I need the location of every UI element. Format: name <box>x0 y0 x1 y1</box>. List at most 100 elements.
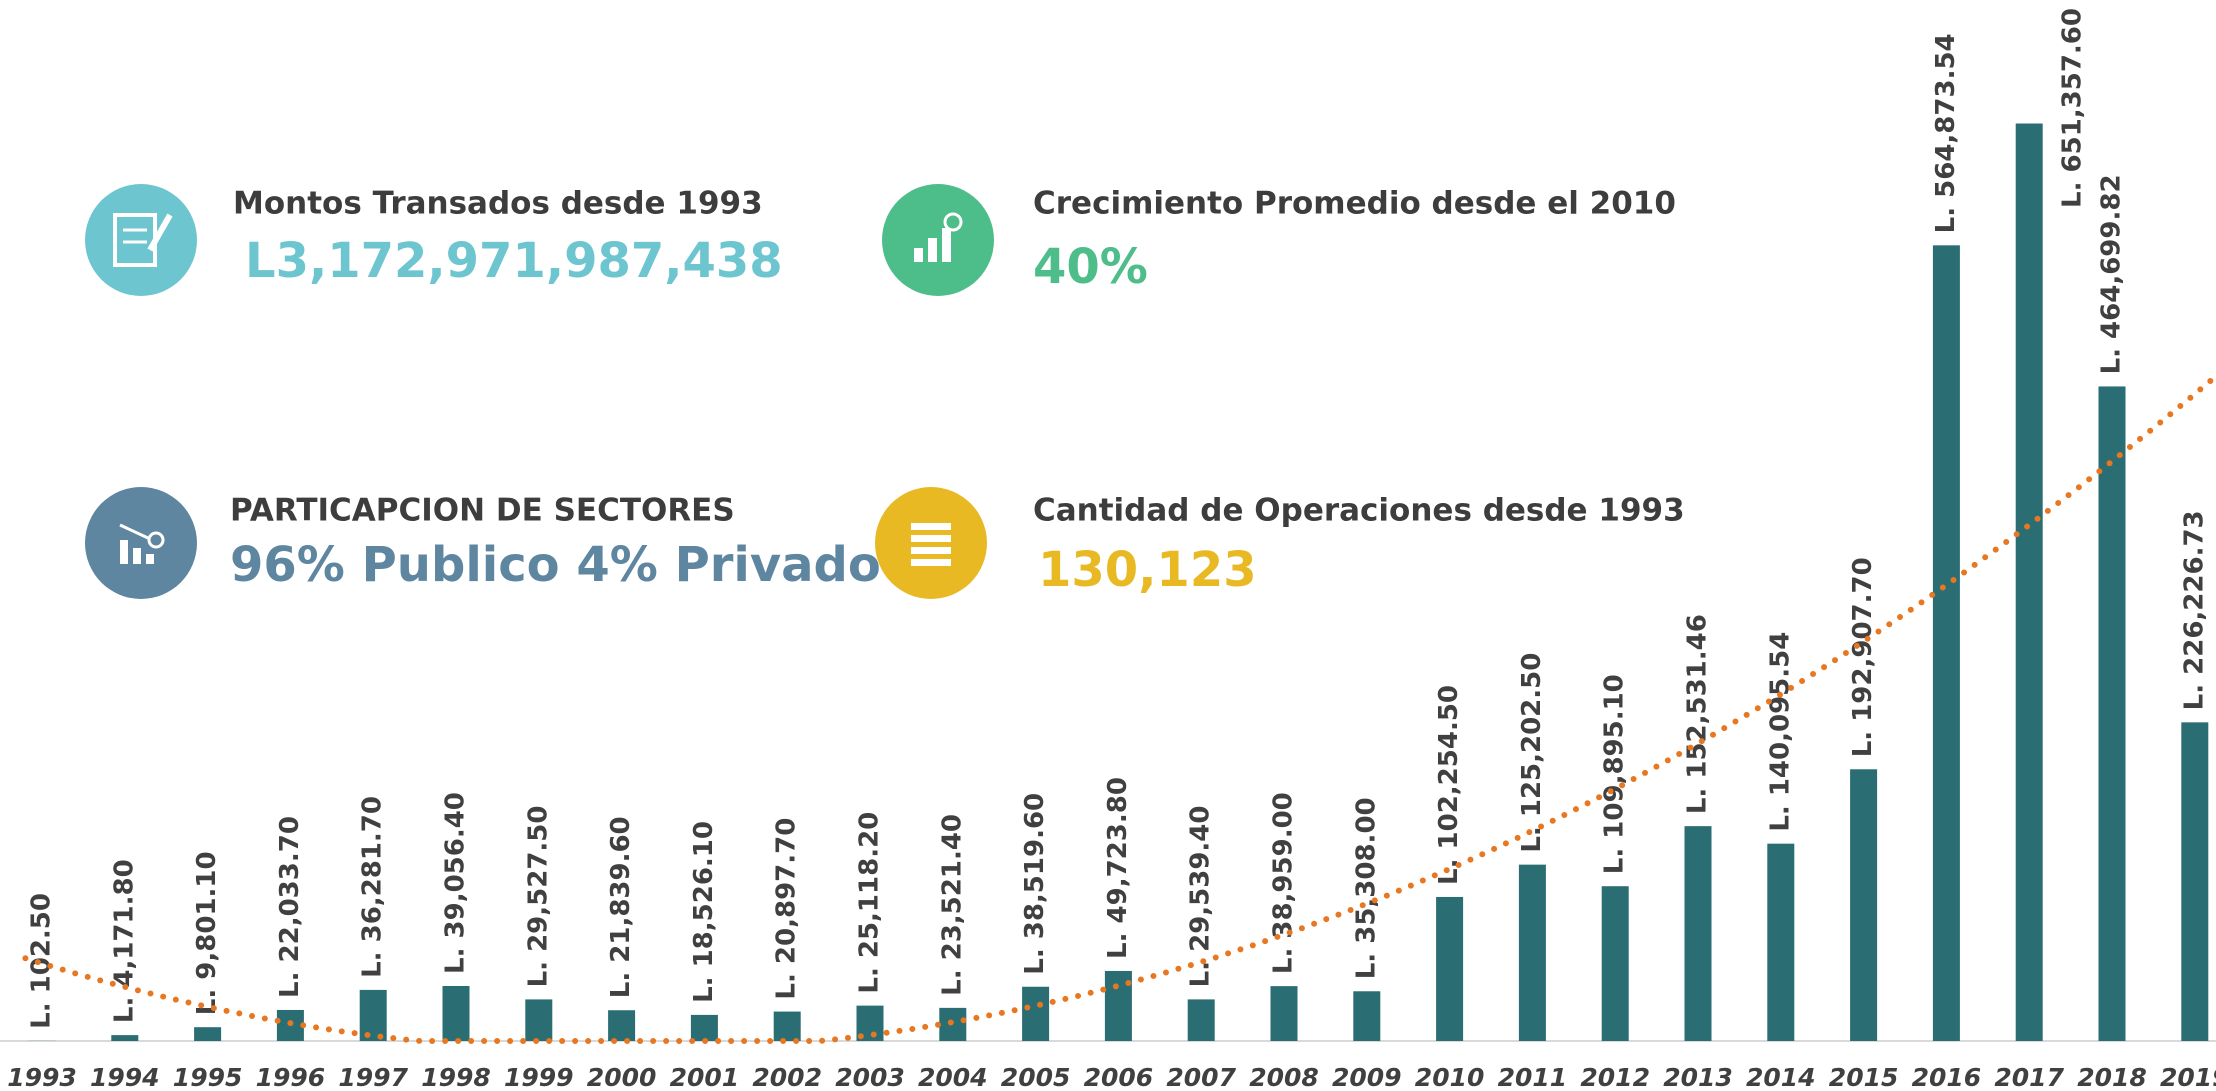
bar <box>359 989 387 1041</box>
value-label: L. 192,907.70 <box>1848 557 1878 757</box>
value-label: L. 25,118.20 <box>855 812 885 994</box>
icon-glyph <box>914 248 923 262</box>
icon-glyph <box>146 554 154 564</box>
bar <box>1022 986 1050 1041</box>
value-label: L. 49,723.80 <box>1103 777 1133 959</box>
bar <box>1187 999 1215 1041</box>
value-label: L. 152,531.46 <box>1683 614 1713 814</box>
x-tick-label: 2009 <box>1332 1063 1402 1091</box>
icon-glyph <box>133 548 141 564</box>
bar <box>1684 826 1712 1041</box>
x-tick-label: 2010 <box>1415 1063 1485 1091</box>
value-label: L. 22,033.70 <box>275 816 305 998</box>
icon-glyph <box>120 540 128 564</box>
x-tick-label: 2019 <box>2160 1063 2216 1091</box>
x-tick-label: 2003 <box>835 1063 905 1091</box>
card-value: 130,123 <box>1038 542 1257 598</box>
x-tick-label: 2000 <box>587 1063 657 1091</box>
card-title: Montos Transados desde 1993 <box>233 186 763 222</box>
bar <box>1850 769 1878 1041</box>
x-tick-label: 2008 <box>1249 1063 1319 1091</box>
value-label: L. 226,226.73 <box>2179 510 2209 710</box>
card-title: PARTICAPCION DE SECTORES <box>230 493 735 529</box>
bar <box>525 999 553 1041</box>
x-tick-label: 1994 <box>90 1063 160 1091</box>
icon-glyph <box>911 535 951 542</box>
card-value: 40% <box>1033 239 1148 295</box>
x-tick-label: 1997 <box>338 1063 408 1091</box>
bar <box>2015 123 2043 1041</box>
bar <box>2098 386 2126 1041</box>
x-tick-label: 2011 <box>1498 1063 1568 1091</box>
card: Crecimiento Promedio desde el 2010 40% <box>882 184 1676 296</box>
x-tick-label: 2006 <box>1084 1063 1154 1091</box>
icon-glyph <box>928 238 937 262</box>
value-label: L. 9,801.10 <box>192 851 222 1015</box>
bar <box>442 985 470 1041</box>
card-title: Cantidad de Operaciones desde 1993 <box>1033 493 1685 529</box>
x-tick-label: 1993 <box>7 1063 77 1091</box>
icon-glyph <box>147 531 165 549</box>
card-title: Crecimiento Promedio desde el 2010 <box>1033 186 1676 222</box>
card: Montos Transados desde 1993 L3,172,971,9… <box>85 184 783 296</box>
x-tick-label: 2014 <box>1746 1063 1816 1091</box>
card-value: L3,172,971,987,438 <box>245 233 783 289</box>
value-label: L. 102,254.50 <box>1434 685 1464 885</box>
value-label: L. 39,056.40 <box>441 792 471 974</box>
card: PARTICAPCION DE SECTORES 96% Publico 4% … <box>85 487 881 599</box>
x-tick-label: 1996 <box>256 1063 326 1091</box>
value-label: L. 21,839.60 <box>606 816 636 998</box>
value-label: L. 38,959.00 <box>1269 792 1299 974</box>
value-label: L. 651,357.60 <box>2058 8 2088 208</box>
x-tick-label: 1995 <box>173 1063 243 1091</box>
value-label: L. 36,281.70 <box>358 796 388 978</box>
icon-glyph <box>943 212 963 232</box>
bar <box>690 1014 718 1041</box>
bar <box>1518 864 1546 1041</box>
icon-glyph <box>911 523 951 530</box>
bar <box>194 1027 222 1041</box>
value-label: L. 102.50 <box>27 893 57 1029</box>
x-tick-label: 2015 <box>1829 1063 1899 1091</box>
x-tick-label: 2002 <box>752 1063 822 1091</box>
x-tick-label: 2018 <box>2077 1063 2147 1091</box>
bar <box>1601 886 1629 1041</box>
x-tick-label: 2016 <box>1912 1063 1982 1091</box>
x-tick-label: 1998 <box>421 1063 491 1091</box>
bar <box>1436 896 1464 1041</box>
card-icon <box>875 487 987 599</box>
value-label: L. 125,202.50 <box>1517 653 1547 853</box>
card-icon <box>882 184 994 296</box>
value-label: L. 4,171.80 <box>109 859 139 1023</box>
card-icon <box>85 487 197 599</box>
x-tick-label: 2017 <box>1994 1063 2064 1091</box>
icon-glyph <box>911 559 951 566</box>
value-label: L. 29,539.40 <box>1186 806 1216 988</box>
x-tick-label: 2007 <box>1166 1063 1236 1091</box>
bar <box>111 1035 139 1041</box>
card: Cantidad de Operaciones desde 1993 130,1… <box>875 487 1685 599</box>
value-label: L. 35,308.00 <box>1351 797 1381 979</box>
x-tick-label: 1999 <box>504 1063 574 1091</box>
value-label: L. 38,519.60 <box>1020 793 1050 975</box>
value-label: L. 29,527.50 <box>523 806 553 988</box>
bar <box>1767 843 1795 1041</box>
bar <box>773 1011 801 1041</box>
value-label: L. 20,897.70 <box>772 818 802 1000</box>
value-label: L. 464,699.82 <box>2097 174 2127 374</box>
bar <box>608 1010 636 1041</box>
x-tick-label: 2004 <box>918 1063 988 1091</box>
bar <box>1932 245 1960 1041</box>
bar <box>1353 991 1381 1041</box>
bar <box>2181 722 2209 1041</box>
value-label: L. 23,521.40 <box>937 814 967 996</box>
value-label: L. 109,895.10 <box>1600 674 1630 874</box>
icon-glyph <box>119 523 149 540</box>
card-icon <box>85 184 197 296</box>
bar <box>1270 986 1298 1041</box>
icon-glyph <box>942 228 951 262</box>
value-label: L. 140,095.54 <box>1765 632 1795 832</box>
icon-glyph <box>911 547 951 554</box>
